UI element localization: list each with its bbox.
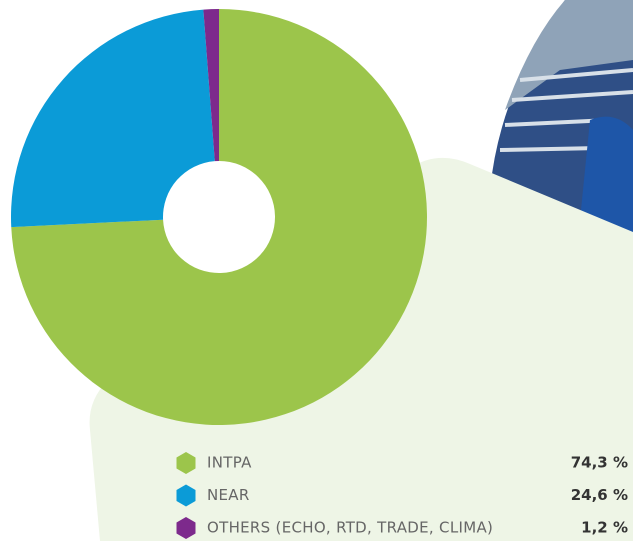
pie-slice — [10, 9, 215, 228]
legend: INTPA 74,3 % NEAR 24,6 % OTHERS (ECHO, RTD, … — [176, 452, 628, 539]
pie-slice — [203, 9, 219, 162]
legend-marker — [176, 452, 196, 474]
value-label: 24,6 % — [571, 486, 628, 504]
pie — [10, 9, 427, 425]
legend-label: OTHERS (ECHO, RTD, TRADE, CLIMA) — [207, 519, 493, 537]
value-label: 1,2 % — [581, 519, 628, 537]
legend-marker — [176, 517, 196, 539]
value-label: 74,3 % — [571, 454, 628, 472]
pie-slice — [11, 9, 427, 425]
legend-marker — [176, 484, 196, 507]
legend-label: NEAR — [207, 486, 250, 504]
legend-label: INTPA — [207, 454, 252, 472]
